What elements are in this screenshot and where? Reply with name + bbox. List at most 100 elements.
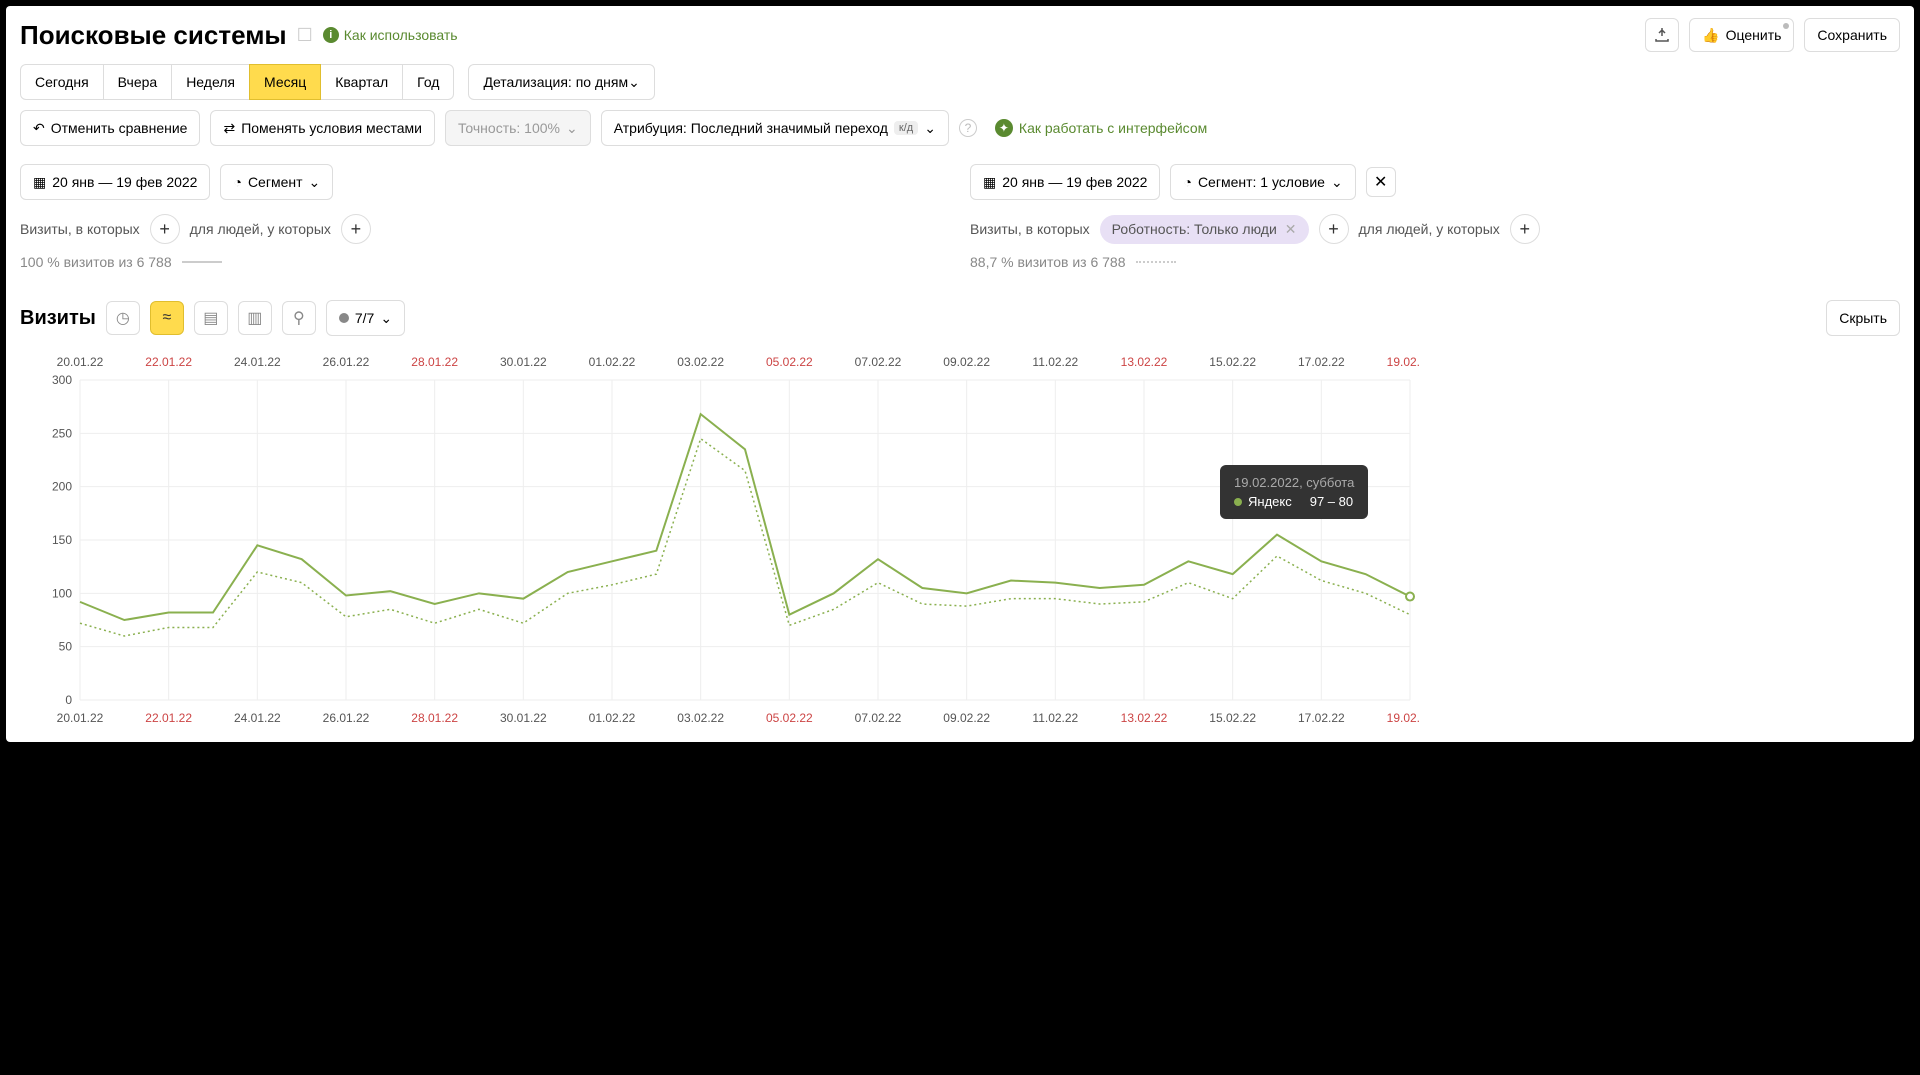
save-label: Сохранить	[1817, 27, 1887, 43]
svg-text:50: 50	[59, 640, 73, 654]
export-button[interactable]	[1645, 18, 1679, 52]
pill-label: Роботность: Только люди	[1112, 221, 1277, 237]
svg-text:26.01.22: 26.01.22	[323, 711, 370, 725]
detail-button[interactable]: Детализация: по дням ⌄	[468, 64, 654, 100]
remove-segment-b[interactable]: ✕	[1366, 167, 1396, 197]
attribution-button[interactable]: Атрибуция: Последний значимый переход к/…	[601, 110, 949, 146]
svg-text:01.02.22: 01.02.22	[589, 711, 636, 725]
chart-line-icon[interactable]: ≈	[150, 301, 184, 335]
date-range-button-a[interactable]: ▦ 20 янв — 19 фев 2022	[20, 164, 210, 200]
swap-conditions-button[interactable]: ⇄ Поменять условия местами	[210, 110, 434, 146]
help-icon[interactable]: ?	[959, 119, 977, 137]
svg-text:17.02.22: 17.02.22	[1298, 355, 1345, 369]
remove-pill-icon[interactable]: ✕	[1285, 221, 1297, 238]
stats-line-b	[1136, 261, 1176, 263]
svg-text:03.02.22: 03.02.22	[677, 355, 724, 369]
interface-help-link[interactable]: ✦ Как работать с интерфейсом	[995, 119, 1207, 137]
add-people-condition-b[interactable]: +	[1510, 214, 1540, 244]
svg-text:09.02.22: 09.02.22	[943, 355, 990, 369]
counter-label: 7/7	[355, 310, 374, 326]
for-people-label-b: для людей, у которых	[1359, 221, 1500, 237]
svg-text:01.02.22: 01.02.22	[589, 355, 636, 369]
bookmark-icon[interactable]: ☐	[297, 25, 313, 46]
svg-text:05.02.22: 05.02.22	[766, 355, 813, 369]
svg-text:28.01.22: 28.01.22	[411, 355, 458, 369]
howto-label: Как использовать	[344, 27, 458, 43]
accuracy-button[interactable]: Точность: 100% ⌄	[445, 110, 591, 146]
svg-text:20.01.22: 20.01.22	[57, 711, 104, 725]
cancel-compare-button[interactable]: ↶ Отменить сравнение	[20, 110, 200, 146]
svg-text:20.01.22: 20.01.22	[57, 355, 104, 369]
save-button[interactable]: Сохранить	[1804, 18, 1900, 52]
svg-text:19.02.22: 19.02.22	[1387, 711, 1420, 725]
period-tab[interactable]: Квартал	[320, 64, 403, 100]
chevron-down-icon: ⌄	[309, 174, 321, 191]
undo-icon: ↶	[33, 120, 45, 137]
series-counter-button[interactable]: 7/7 ⌄	[326, 300, 405, 336]
chart-title: Визиты	[20, 307, 96, 330]
svg-text:100: 100	[52, 586, 72, 600]
chart-bar-icon[interactable]: ▥	[238, 301, 272, 335]
tooltip-series-label: Яндекс	[1248, 494, 1292, 509]
svg-text:13.02.22: 13.02.22	[1121, 711, 1168, 725]
stats-a: 100 % визитов из 6 788	[20, 254, 172, 270]
svg-text:22.01.22: 22.01.22	[145, 711, 192, 725]
pie-icon: ◔	[1183, 174, 1191, 190]
stats-b: 88,7 % визитов из 6 788	[970, 254, 1126, 270]
hide-label: Скрыть	[1839, 310, 1887, 326]
date-range-b: 20 янв — 19 фев 2022	[1002, 174, 1147, 190]
svg-text:24.01.22: 24.01.22	[234, 355, 281, 369]
segment-button-b[interactable]: ◔ Сегмент: 1 условие ⌄	[1170, 164, 1355, 200]
info-icon: i	[323, 27, 339, 43]
interface-help-label: Как работать с интерфейсом	[1019, 120, 1207, 136]
pie-icon: ◔	[233, 174, 241, 190]
date-range-a: 20 янв — 19 фев 2022	[52, 174, 197, 190]
attribution-badge: к/д	[894, 121, 918, 135]
tooltip-values: 97 – 80	[1310, 494, 1353, 509]
tooltip-dot-icon	[1234, 498, 1242, 506]
add-visit-condition-a[interactable]: +	[150, 214, 180, 244]
svg-text:05.02.22: 05.02.22	[766, 711, 813, 725]
thumbs-icon: 👍	[1702, 27, 1719, 44]
svg-text:30.01.22: 30.01.22	[500, 355, 547, 369]
period-tab[interactable]: Неделя	[171, 64, 250, 100]
chart-map-icon[interactable]: ⚲	[282, 301, 316, 335]
tooltip-date: 19.02.2022, суббота	[1234, 475, 1354, 490]
add-people-condition-a[interactable]: +	[341, 214, 371, 244]
svg-text:24.01.22: 24.01.22	[234, 711, 281, 725]
svg-text:300: 300	[52, 373, 72, 387]
dot-icon	[339, 313, 349, 323]
segment-b: ▦ 20 янв — 19 фев 2022 ◔ Сегмент: 1 усло…	[970, 164, 1900, 270]
period-tab[interactable]: Вчера	[103, 64, 173, 100]
condition-pill[interactable]: Роботность: Только люди ✕	[1100, 215, 1309, 244]
chart-area-icon[interactable]: ▤	[194, 301, 228, 335]
svg-text:0: 0	[65, 693, 72, 707]
page-title: Поисковые системы	[20, 20, 287, 51]
period-tab[interactable]: Год	[402, 64, 454, 100]
svg-text:07.02.22: 07.02.22	[855, 355, 902, 369]
swap-label: Поменять условия местами	[241, 120, 422, 136]
howto-link[interactable]: i Как использовать	[323, 27, 458, 43]
visits-in-label-a: Визиты, в которых	[20, 221, 140, 237]
segment-label-a: Сегмент	[248, 174, 303, 190]
hide-button[interactable]: Скрыть	[1826, 300, 1900, 336]
svg-text:15.02.22: 15.02.22	[1209, 711, 1256, 725]
segment-label-b: Сегмент: 1 условие	[1198, 174, 1325, 190]
accuracy-label: Точность: 100%	[458, 120, 560, 136]
chart-area[interactable]: 20.01.22 22.01.22 24.01.22 26.01.22 28.01.22…	[20, 350, 1900, 730]
period-tab[interactable]: Сегодня	[20, 64, 104, 100]
add-visit-condition-b[interactable]: +	[1319, 214, 1349, 244]
date-range-button-b[interactable]: ▦ 20 янв — 19 фев 2022	[970, 164, 1160, 200]
chart-pie-icon[interactable]: ◷	[106, 301, 140, 335]
svg-text:09.02.22: 09.02.22	[943, 711, 990, 725]
segment-a: ▦ 20 янв — 19 фев 2022 ◔ Сегмент ⌄ Визит…	[20, 164, 950, 270]
visits-in-label-b: Визиты, в которых	[970, 221, 1090, 237]
segment-button-a[interactable]: ◔ Сегмент ⌄	[220, 164, 333, 200]
rate-button[interactable]: 👍 Оценить	[1689, 18, 1794, 52]
svg-text:200: 200	[52, 480, 72, 494]
calendar-icon: ▦	[33, 174, 46, 191]
swap-icon: ⇄	[223, 120, 235, 137]
period-tab[interactable]: Месяц	[249, 64, 321, 100]
chevron-down-icon: ⌄	[566, 120, 578, 137]
calendar-icon: ▦	[983, 174, 996, 191]
